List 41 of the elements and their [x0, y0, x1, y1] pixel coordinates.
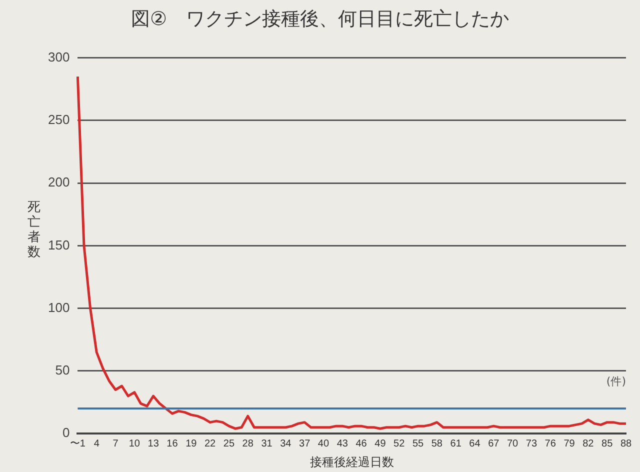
x-tick-label: 64: [469, 438, 481, 450]
x-tick-label: 61: [450, 438, 462, 450]
x-tick-label: 4: [94, 438, 100, 450]
y-tick-label: 250: [48, 112, 70, 128]
x-tick-label: 43: [336, 438, 348, 450]
y-tick-label: 200: [48, 174, 70, 190]
x-tick-label: 〜1: [70, 438, 86, 450]
x-tick-label: 10: [128, 438, 140, 450]
x-tick-label: 13: [148, 438, 160, 450]
x-tick-label: 58: [431, 438, 443, 450]
x-tick-label: 37: [299, 438, 311, 450]
x-tick-label: 70: [506, 438, 519, 450]
x-tick-label: 34: [280, 438, 292, 450]
x-tick-label: 67: [488, 438, 500, 450]
x-tick-label: 28: [242, 438, 254, 450]
x-tick-label: 19: [186, 438, 198, 450]
y-tick-label: 50: [55, 362, 70, 378]
x-tick-label: 76: [544, 438, 556, 450]
x-tick-label: 7: [112, 438, 119, 450]
x-tick-label: 79: [564, 438, 576, 450]
y-tick-label: 150: [48, 237, 70, 252]
annotation: (件): [606, 374, 626, 388]
x-tick-label: 82: [582, 438, 594, 450]
x-tick-label: 49: [374, 438, 386, 450]
x-tick-label: 22: [204, 438, 216, 450]
chart-title: 図② ワクチン接種後、何日目に死亡したか: [130, 7, 510, 32]
y-axis-title: 死亡者数: [26, 200, 42, 260]
x-tick-label: 46: [356, 438, 368, 450]
y-tick-label: 300: [48, 49, 70, 64]
y-tick-label: 100: [48, 300, 70, 315]
x-tick-label: 16: [166, 438, 178, 450]
x-tick-label: 25: [223, 438, 235, 450]
x-tick-label: 73: [526, 438, 538, 450]
x-tick-label: 55: [412, 438, 424, 450]
x-axis-title: 接種後経過日数: [310, 455, 394, 470]
x-tick-label: 31: [261, 438, 273, 450]
x-tick-label: 52: [394, 438, 406, 450]
y-tick-label: 0: [62, 425, 70, 440]
x-tick-label: 40: [318, 438, 330, 450]
x-tick-label: 85: [602, 438, 614, 450]
x-tick-label: 88: [620, 438, 632, 450]
